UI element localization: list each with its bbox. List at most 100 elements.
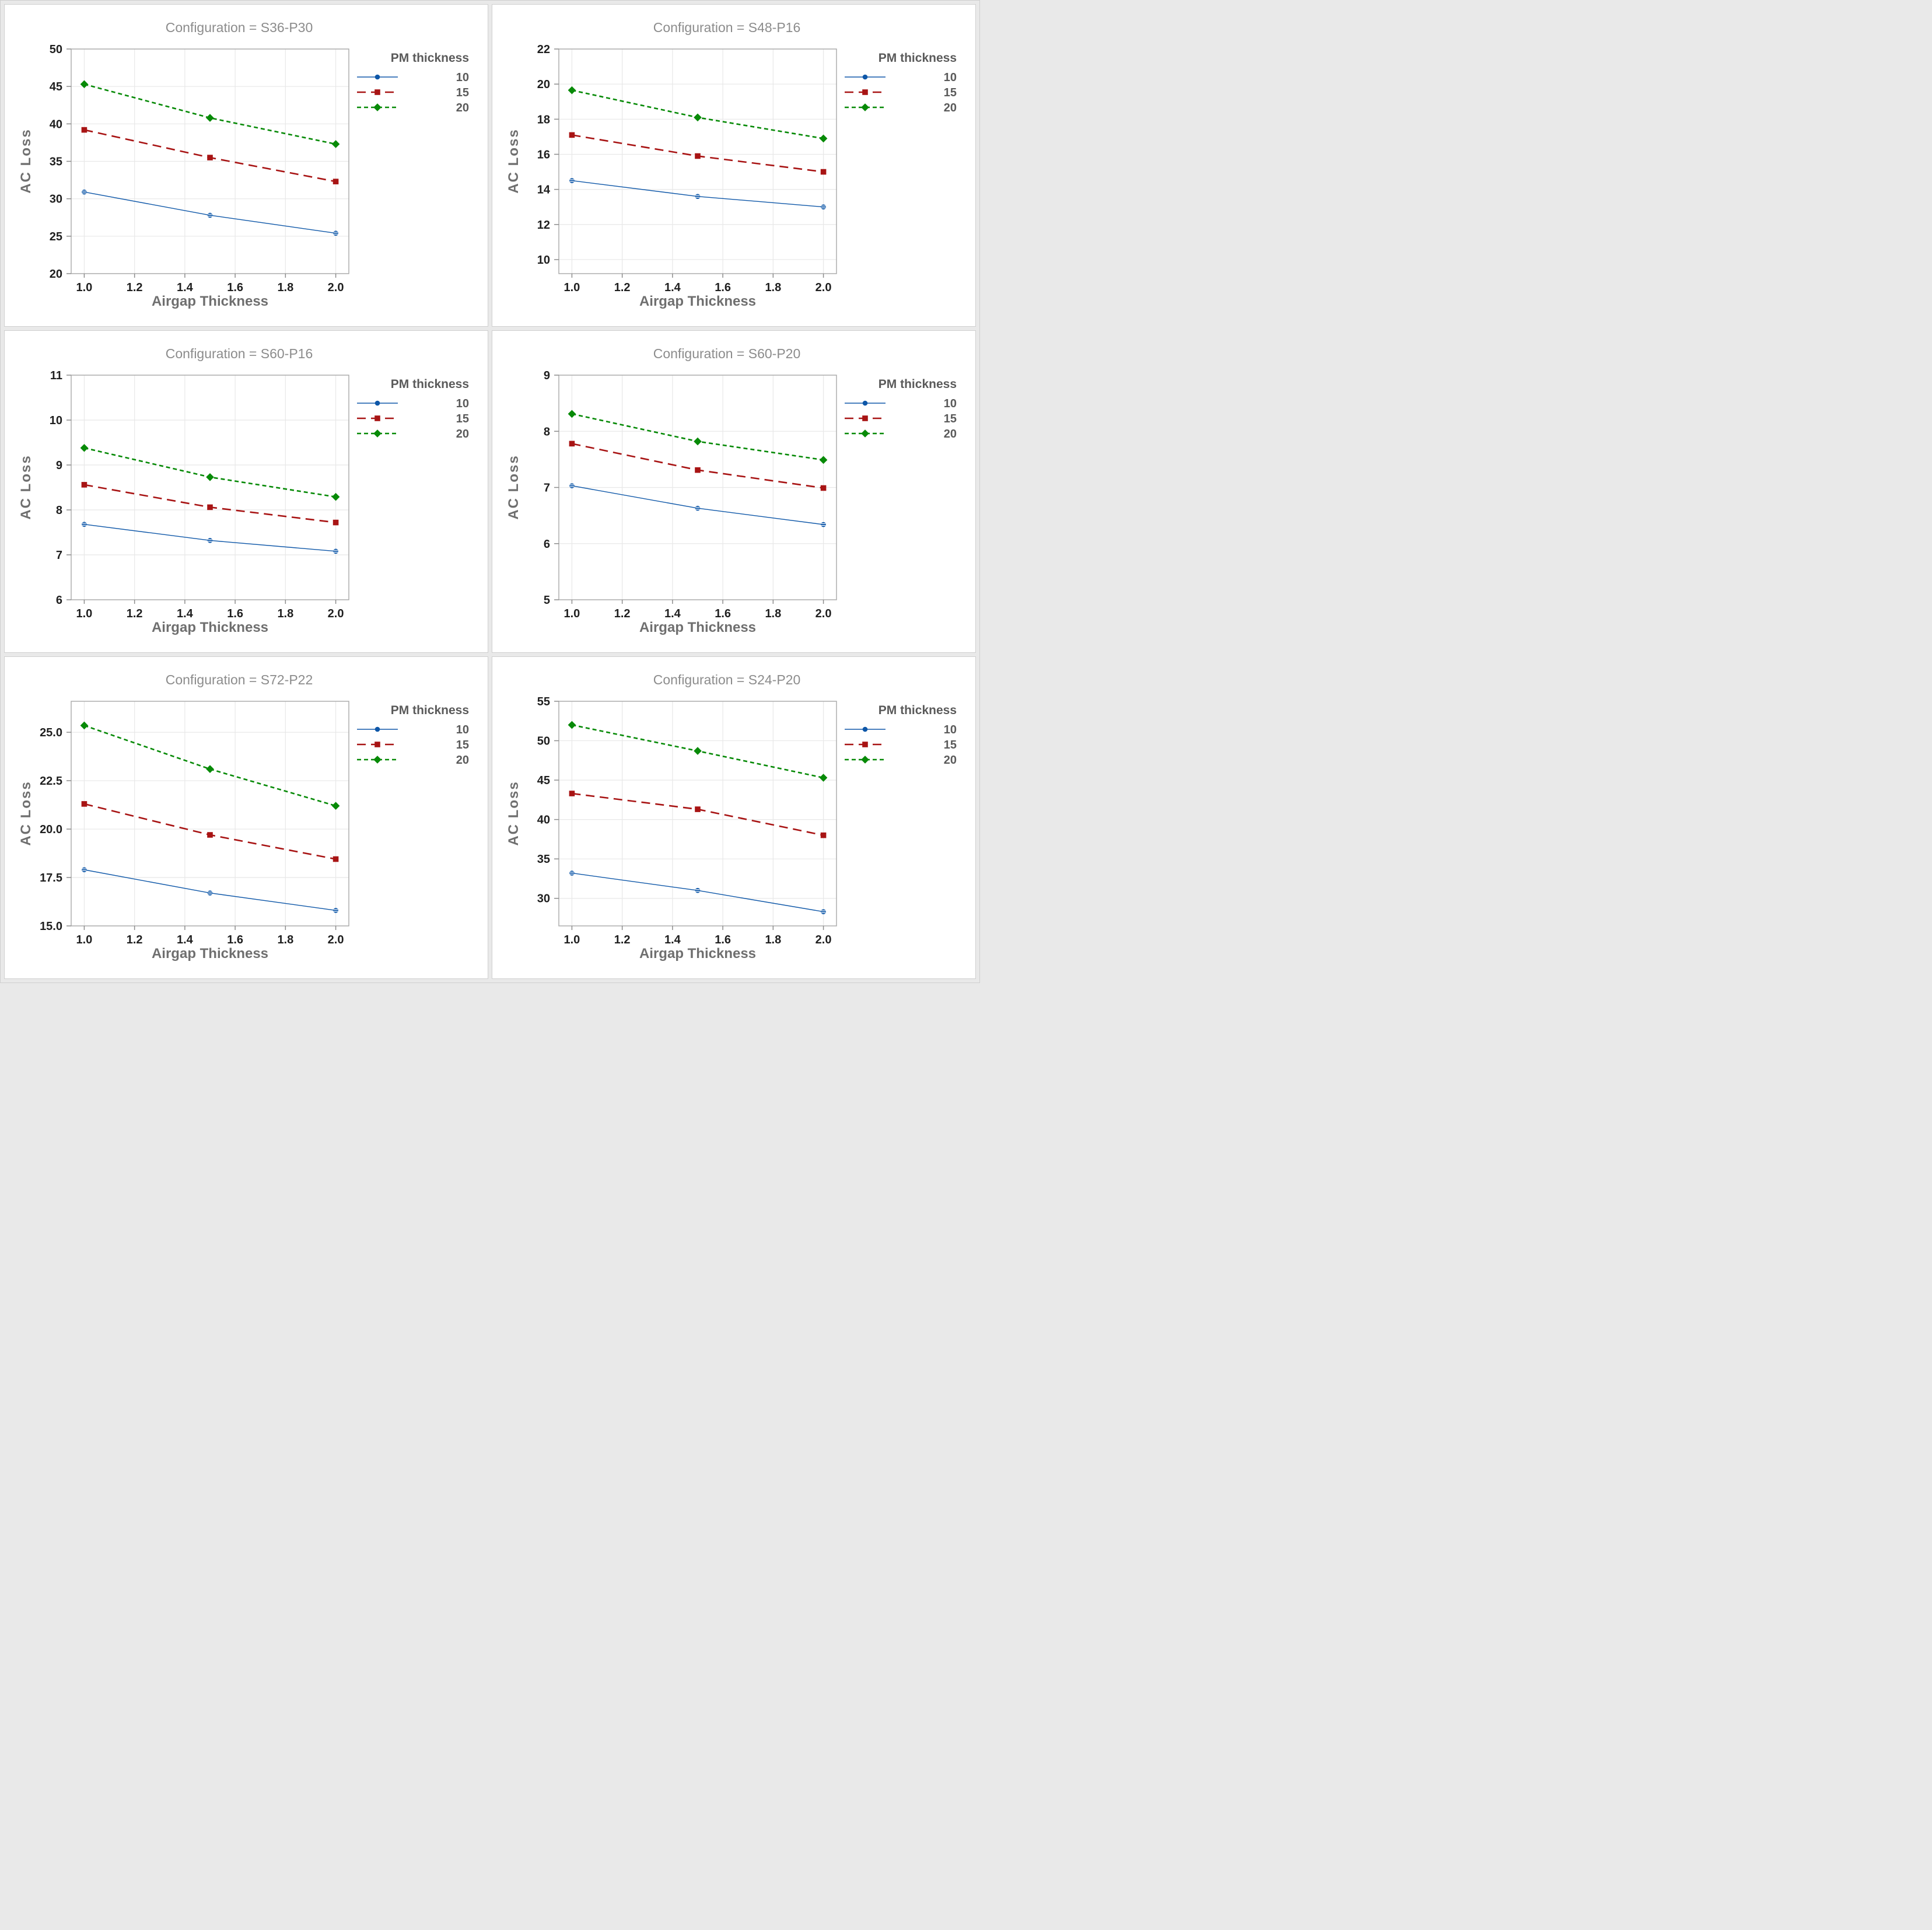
panel-s72-p22: Configuration = S72-P22 1.0 1.2 1.4 1.6 1.8 2… (4, 656, 488, 979)
plot-area: 1.0 1.2 1.4 1.6 1.8 2.0 30 35 40 45 50 55 (537, 695, 837, 946)
x-tick-label: 1.2 (614, 607, 631, 620)
y-tick-label: 7 (56, 549, 62, 562)
x-tick-label: 1.8 (277, 933, 293, 946)
x-tick-label: 1.8 (765, 607, 781, 620)
data-point-marker (862, 726, 868, 732)
data-point-marker (82, 189, 87, 195)
data-point-marker (207, 212, 213, 218)
legend-label: 10 (456, 723, 469, 736)
y-tick-label: 7 (544, 482, 550, 495)
x-tick-label: 1.4 (664, 933, 681, 946)
y-tick-label: 10 (50, 414, 62, 427)
x-tick-label: 1.6 (715, 281, 731, 294)
x-tick-label: 1.6 (715, 933, 731, 946)
data-point-marker (820, 485, 827, 491)
data-point-marker (331, 140, 340, 148)
x-tick-label: 1.6 (227, 607, 243, 620)
series-line-15 (572, 443, 824, 489)
x-axis-label: Airgap Thickness (152, 946, 268, 961)
data-point-marker (374, 89, 380, 95)
x-tick-label: 1.0 (564, 281, 580, 294)
data-point-marker (569, 132, 575, 138)
data-point-marker (569, 791, 575, 796)
x-tick-label: 1.4 (177, 933, 194, 946)
data-point-marker (695, 467, 701, 473)
y-tick-label: 35 (50, 156, 62, 169)
y-tick-label: 18 (537, 113, 550, 126)
x-tick-label: 1.8 (277, 607, 293, 620)
plot-frame (71, 701, 349, 926)
panel-s60-p20: Configuration = S60-P20 1.0 1.2 1.4 1.6 1.8 2… (492, 330, 976, 653)
x-tick-label: 1.0 (76, 281, 93, 294)
data-point-marker (569, 440, 575, 447)
series-line-10 (84, 869, 336, 911)
data-point-marker (332, 179, 339, 184)
legend-label: 15 (456, 739, 469, 751)
x-tick-label: 1.2 (127, 933, 143, 946)
data-point-marker (373, 429, 382, 438)
data-point-marker (332, 519, 339, 526)
x-tick-label: 1.2 (127, 607, 143, 620)
data-point-marker (819, 456, 828, 464)
legend: PM thickness 10 15 20 (357, 704, 469, 767)
data-point-marker (333, 548, 338, 554)
legend-label: 15 (944, 739, 957, 751)
y-tick-label: 45 (50, 81, 62, 93)
data-point-marker (81, 127, 88, 133)
chart-s60-p20: Configuration = S60-P20 1.0 1.2 1.4 1.6 1.8 2… (506, 346, 957, 635)
data-point-marker (862, 74, 868, 80)
chart-s48-p16: Configuration = S48-P16 1.0 1.2 1.4 1.6 1.8 2… (506, 20, 957, 309)
y-tick-label: 10 (537, 254, 550, 267)
x-tick-label: 1.0 (564, 607, 580, 620)
x-tick-label: 2.0 (328, 933, 344, 946)
data-point-marker (373, 756, 382, 764)
plot-frame (558, 701, 837, 926)
x-tick-label: 1.2 (127, 281, 143, 294)
legend: PM thickness 10 15 20 (357, 377, 469, 440)
data-point-marker (207, 832, 213, 838)
x-tick-label: 1.8 (277, 281, 293, 294)
series-line-10 (84, 191, 336, 234)
y-axis-label: AC Loss (506, 128, 522, 193)
data-point-marker (81, 801, 88, 807)
data-point-marker (862, 89, 868, 95)
data-point-marker (695, 153, 701, 159)
data-point-marker (82, 522, 87, 527)
y-tick-label: 8 (544, 425, 550, 438)
legend-title: PM thickness (878, 51, 957, 65)
plot-area: 1.0 1.2 1.4 1.6 1.8 2.0 10 12 14 16 18 20 22 (537, 43, 837, 294)
chart-s24-p20: Configuration = S24-P20 1.0 1.2 1.4 1.6 1.8 2… (506, 672, 957, 961)
data-point-marker (374, 74, 380, 80)
data-point-marker (333, 908, 338, 913)
legend-title: PM thickness (391, 377, 469, 391)
y-tick-label: 35 (537, 853, 550, 866)
data-point-marker (695, 806, 701, 812)
data-point-marker (821, 204, 826, 210)
y-tick-label: 8 (56, 504, 62, 517)
legend-label: 10 (944, 397, 957, 410)
data-point-marker (569, 870, 575, 876)
data-point-marker (207, 538, 213, 543)
y-tick-label: 11 (50, 369, 62, 382)
data-point-marker (820, 832, 827, 838)
data-point-marker (569, 483, 575, 488)
x-tick-label: 1.8 (765, 281, 781, 294)
series-line-20 (572, 413, 824, 461)
data-point-marker (568, 410, 576, 418)
x-tick-label: 1.4 (664, 607, 681, 620)
data-point-marker (862, 415, 868, 421)
x-tick-label: 1.0 (76, 933, 93, 946)
data-point-marker (80, 721, 89, 730)
y-tick-label: 50 (537, 735, 550, 748)
data-point-marker (861, 429, 869, 438)
x-tick-label: 1.4 (664, 281, 681, 294)
x-tick-label: 2.0 (816, 933, 832, 946)
y-tick-label: 20 (537, 78, 550, 91)
legend-label: 20 (944, 102, 957, 114)
legend-label: 20 (944, 428, 957, 440)
plot-area: 1.0 1.2 1.4 1.6 1.8 2.0 20 25 30 35 40 45 50 (50, 43, 349, 294)
data-point-marker (861, 756, 869, 764)
panel-title: Configuration = S36-P30 (166, 20, 313, 35)
y-tick-label: 55 (537, 695, 550, 708)
panel-title: Configuration = S72-P22 (166, 672, 313, 687)
